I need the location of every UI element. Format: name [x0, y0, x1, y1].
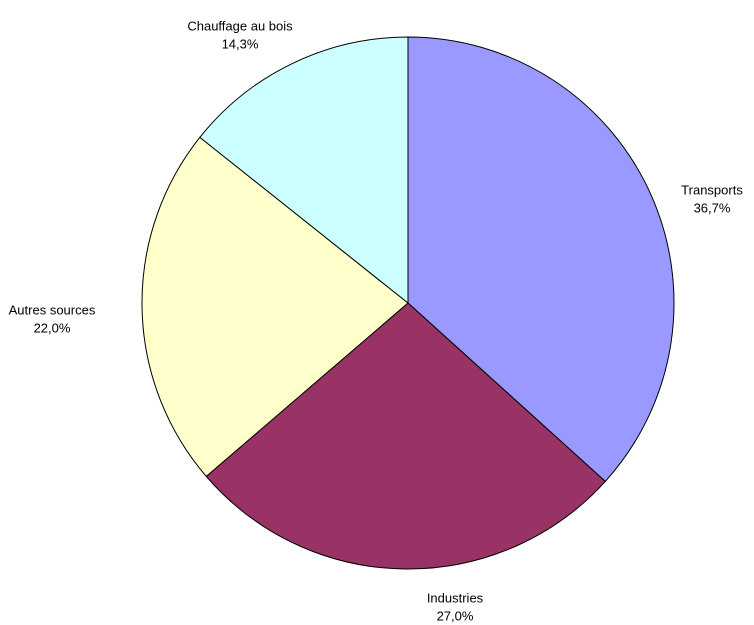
value-label: 14,3%: [222, 36, 259, 51]
value-label: 27,0%: [437, 608, 474, 623]
pie-slice: [407, 36, 675, 483]
value-label: 22,0%: [34, 320, 71, 335]
slice-label: Autres sources: [9, 302, 96, 317]
pie-slice: [199, 36, 409, 305]
slice-label: Transports: [681, 182, 743, 197]
pie-slice: [205, 302, 607, 570]
slice-label: Chauffage au bois: [187, 18, 293, 33]
value-label: 36,7%: [694, 200, 731, 215]
slice-label: Industries: [427, 590, 484, 605]
pie-slice: [141, 136, 409, 478]
